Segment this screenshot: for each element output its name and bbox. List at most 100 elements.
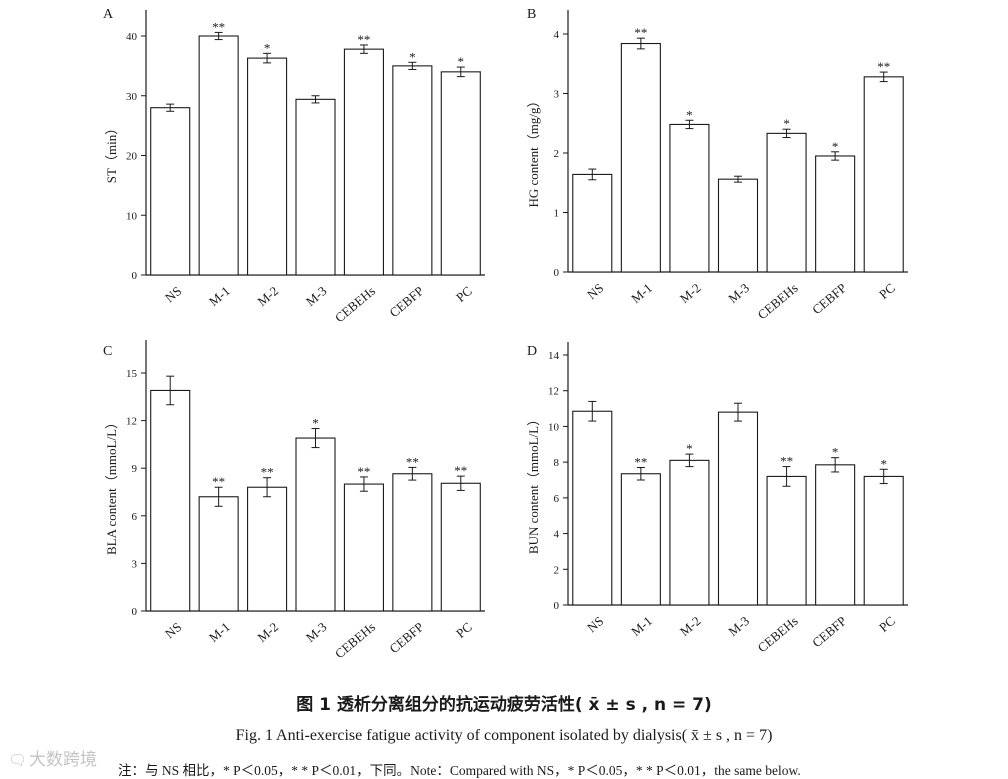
y-tick-label: 2 — [554, 564, 560, 576]
y-tick-label: 14 — [548, 350, 560, 362]
significance-marker: * — [832, 445, 839, 460]
bar — [343, 483, 384, 612]
x-tick-label: CEBFP — [809, 280, 849, 317]
x-tick-label: NS — [584, 280, 606, 302]
bar — [766, 475, 807, 606]
significance-marker: * — [458, 54, 465, 69]
bar — [247, 486, 288, 612]
chat-bubble-icon: 🗨 — [8, 751, 28, 769]
y-tick-label: 4 — [554, 529, 560, 541]
x-tick-label: M-2 — [677, 280, 704, 306]
x-tick-label: M-1 — [628, 613, 655, 639]
bar — [247, 57, 288, 276]
significance-marker: * — [880, 456, 887, 471]
x-tick-label: PC — [876, 613, 898, 635]
y-tick-label: 6 — [132, 511, 138, 523]
bar — [669, 123, 710, 273]
y-axis-title: BLA content（mmoL/L） — [104, 416, 119, 555]
x-tick-label: NS — [584, 613, 606, 635]
significance-marker: * — [312, 416, 319, 431]
x-tick-label: M-3 — [725, 613, 752, 639]
y-tick-label: 0 — [132, 606, 138, 618]
bar — [669, 459, 710, 606]
significance-marker: ** — [357, 464, 370, 479]
y-tick-label: 0 — [554, 600, 560, 612]
significance-marker: ** — [634, 455, 647, 470]
significance-marker: ** — [406, 454, 419, 469]
x-tick-label: M-1 — [206, 619, 233, 645]
y-tick-label: 12 — [126, 416, 137, 428]
significance-marker: ** — [634, 25, 647, 40]
x-tick-label: PC — [453, 283, 475, 305]
y-tick-label: 6 — [554, 493, 560, 505]
panel-b: B 0 1 2 3 4 HG content（mg/g） NS ** M-1 * M-2 M-3 * CEB… — [526, 7, 908, 322]
x-tick-label: M-2 — [254, 619, 281, 645]
x-tick-label: M-1 — [628, 280, 655, 306]
y-tick-label: 4 — [554, 29, 560, 41]
bar — [150, 389, 191, 612]
panel-label: C — [103, 344, 112, 359]
bar — [440, 482, 481, 612]
bar — [717, 178, 759, 273]
bar — [150, 107, 191, 276]
x-tick-label: M-3 — [725, 280, 752, 306]
x-tick-label: CEBFP — [386, 619, 426, 656]
x-tick-label: M-1 — [206, 283, 233, 309]
y-tick-label: 3 — [132, 558, 138, 570]
panel-c: C 0 3 6 9 12 15 BLA content（mmoL/L） NS ** M-1 ** M-2… — [103, 340, 485, 661]
y-tick-label: 10 — [548, 421, 560, 433]
y-axis-title: ST（min） — [104, 122, 119, 183]
y-tick-label: 20 — [126, 151, 138, 163]
significance-marker: * — [686, 107, 693, 122]
y-tick-label: 8 — [554, 457, 560, 469]
y-tick-label: 30 — [126, 91, 138, 103]
watermark-text: 大数跨境 — [29, 750, 98, 770]
significance-marker: ** — [261, 465, 274, 480]
x-tick-label: CEBEHs — [755, 613, 801, 655]
x-tick-label: CEBFP — [809, 613, 849, 650]
y-tick-label: 10 — [126, 210, 138, 222]
bar — [440, 71, 481, 276]
y-tick-label: 0 — [132, 270, 138, 282]
significance-marker: ** — [454, 463, 467, 478]
panel-label: B — [527, 7, 536, 22]
significance-marker: * — [264, 40, 271, 55]
y-tick-label: 1 — [554, 208, 560, 220]
figure-caption-cn: 图 1 透析分离组分的抗运动疲劳活性( x̄ ± s , n = 7) — [296, 695, 712, 715]
y-tick-label: 0 — [554, 267, 560, 279]
y-tick-label: 3 — [554, 89, 560, 101]
bar — [717, 411, 759, 606]
x-tick-label: NS — [162, 619, 184, 641]
significance-marker: ** — [877, 59, 890, 74]
bar — [572, 410, 613, 606]
y-axis-title: BUN content（mmoL/L） — [526, 413, 541, 554]
bar — [392, 65, 433, 276]
bar — [295, 437, 336, 612]
significance-marker: * — [686, 441, 693, 456]
panel-label: A — [103, 7, 114, 22]
x-tick-label: PC — [453, 619, 475, 641]
x-tick-label: M-3 — [303, 283, 330, 309]
figure-caption-en: Fig. 1 Anti-exercise fatigue activity of… — [235, 727, 773, 744]
x-tick-label: CEBEHs — [755, 280, 801, 322]
bar — [863, 475, 904, 606]
bar — [392, 473, 433, 612]
bar — [343, 48, 384, 276]
significance-marker: * — [783, 116, 790, 131]
significance-marker: ** — [212, 19, 225, 34]
bar — [198, 35, 239, 276]
x-tick-label: NS — [162, 283, 184, 305]
x-tick-label: M-2 — [254, 283, 281, 309]
bar — [863, 76, 904, 273]
y-tick-label: 15 — [126, 368, 138, 380]
x-tick-label: M-3 — [303, 619, 330, 645]
bar — [198, 496, 239, 612]
x-tick-label: CEBEHs — [332, 283, 378, 325]
bar — [620, 42, 661, 273]
figure-note: 注：与 NS 相比，* P＜0.05，* * P＜0.01，下同。Note：Co… — [118, 763, 801, 778]
significance-marker: * — [832, 139, 839, 154]
panel-label: D — [527, 344, 537, 359]
